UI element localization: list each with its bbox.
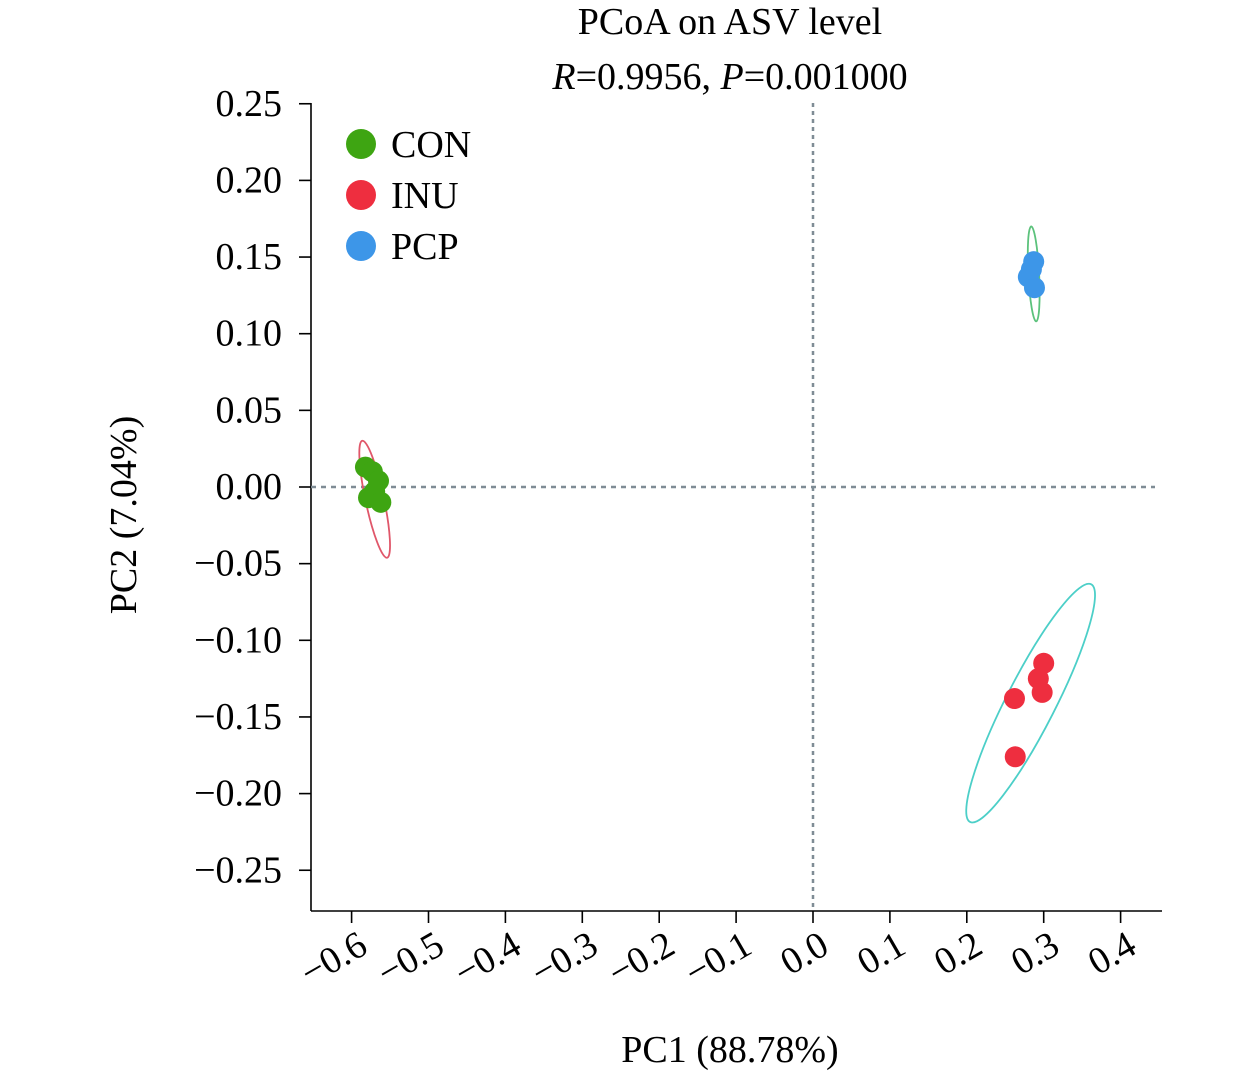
subtitle-p-label: P <box>720 56 744 98</box>
legend-label-pcp: PCP <box>391 226 459 268</box>
y-tick-label: 0.00 <box>216 466 283 508</box>
subtitle-r-label: R <box>551 56 575 98</box>
x-tick-label: 0.4 <box>1081 923 1143 983</box>
subtitle-r-value: =0.9956, <box>576 56 721 98</box>
x-tick-label: 0.0 <box>773 923 835 983</box>
data-point-pcp <box>1020 258 1042 280</box>
x-axis-label: PC1 (88.78%) <box>621 1029 838 1071</box>
y-tick-label: −0.10 <box>194 619 282 661</box>
legend: CON INU PCP <box>346 124 471 268</box>
data-point-inu <box>1003 688 1025 710</box>
legend-marker-pcp <box>346 231 376 261</box>
confidence-ellipse-inu <box>965 582 1096 824</box>
x-tick-label: 0.3 <box>1004 923 1066 983</box>
chart-title: PCoA on ASV level <box>578 1 882 43</box>
y-tick-label: 0.10 <box>216 313 283 355</box>
y-tick-label: 0.15 <box>216 236 283 278</box>
y-tick-label: −0.20 <box>194 773 282 815</box>
x-tick-label: 0.2 <box>927 923 989 983</box>
x-tick-label: −0.1 <box>678 923 759 994</box>
y-tick-label: −0.15 <box>194 696 282 738</box>
legend-marker-con <box>346 129 376 159</box>
data-point-inu <box>1004 746 1026 768</box>
y-tick-label: −0.25 <box>194 849 282 891</box>
x-tick-label: −0.5 <box>370 923 451 994</box>
x-tick-label: 0.1 <box>850 923 912 983</box>
y-tick-label: −0.05 <box>194 543 282 585</box>
legend-label-inu: INU <box>391 175 459 217</box>
y-tick-label: 0.25 <box>216 83 283 125</box>
data-point-inu <box>1031 681 1053 703</box>
y-tick-label: 0.20 <box>216 159 283 201</box>
x-tick-label: −0.2 <box>601 923 682 994</box>
y-axis-label: PC2 (7.04%) <box>103 416 145 614</box>
x-tick-label: −0.3 <box>524 923 605 994</box>
y-tick-label: 0.05 <box>216 389 283 431</box>
chart-subtitle: R=0.9956, P=0.001000 <box>551 56 907 98</box>
x-tick-label: −0.4 <box>447 923 528 994</box>
x-tick-label: −0.6 <box>293 923 374 994</box>
subtitle-p-value: =0.001000 <box>744 56 908 98</box>
data-point-con <box>370 491 392 513</box>
legend-label-con: CON <box>391 124 471 166</box>
plot-area: 0.25 0.20 0.15 0.10 0.05 0.00 −0.05 −0.10 −0.15 −… <box>194 83 1162 994</box>
legend-marker-inu <box>346 180 376 210</box>
data-point-pcp <box>1023 277 1045 299</box>
